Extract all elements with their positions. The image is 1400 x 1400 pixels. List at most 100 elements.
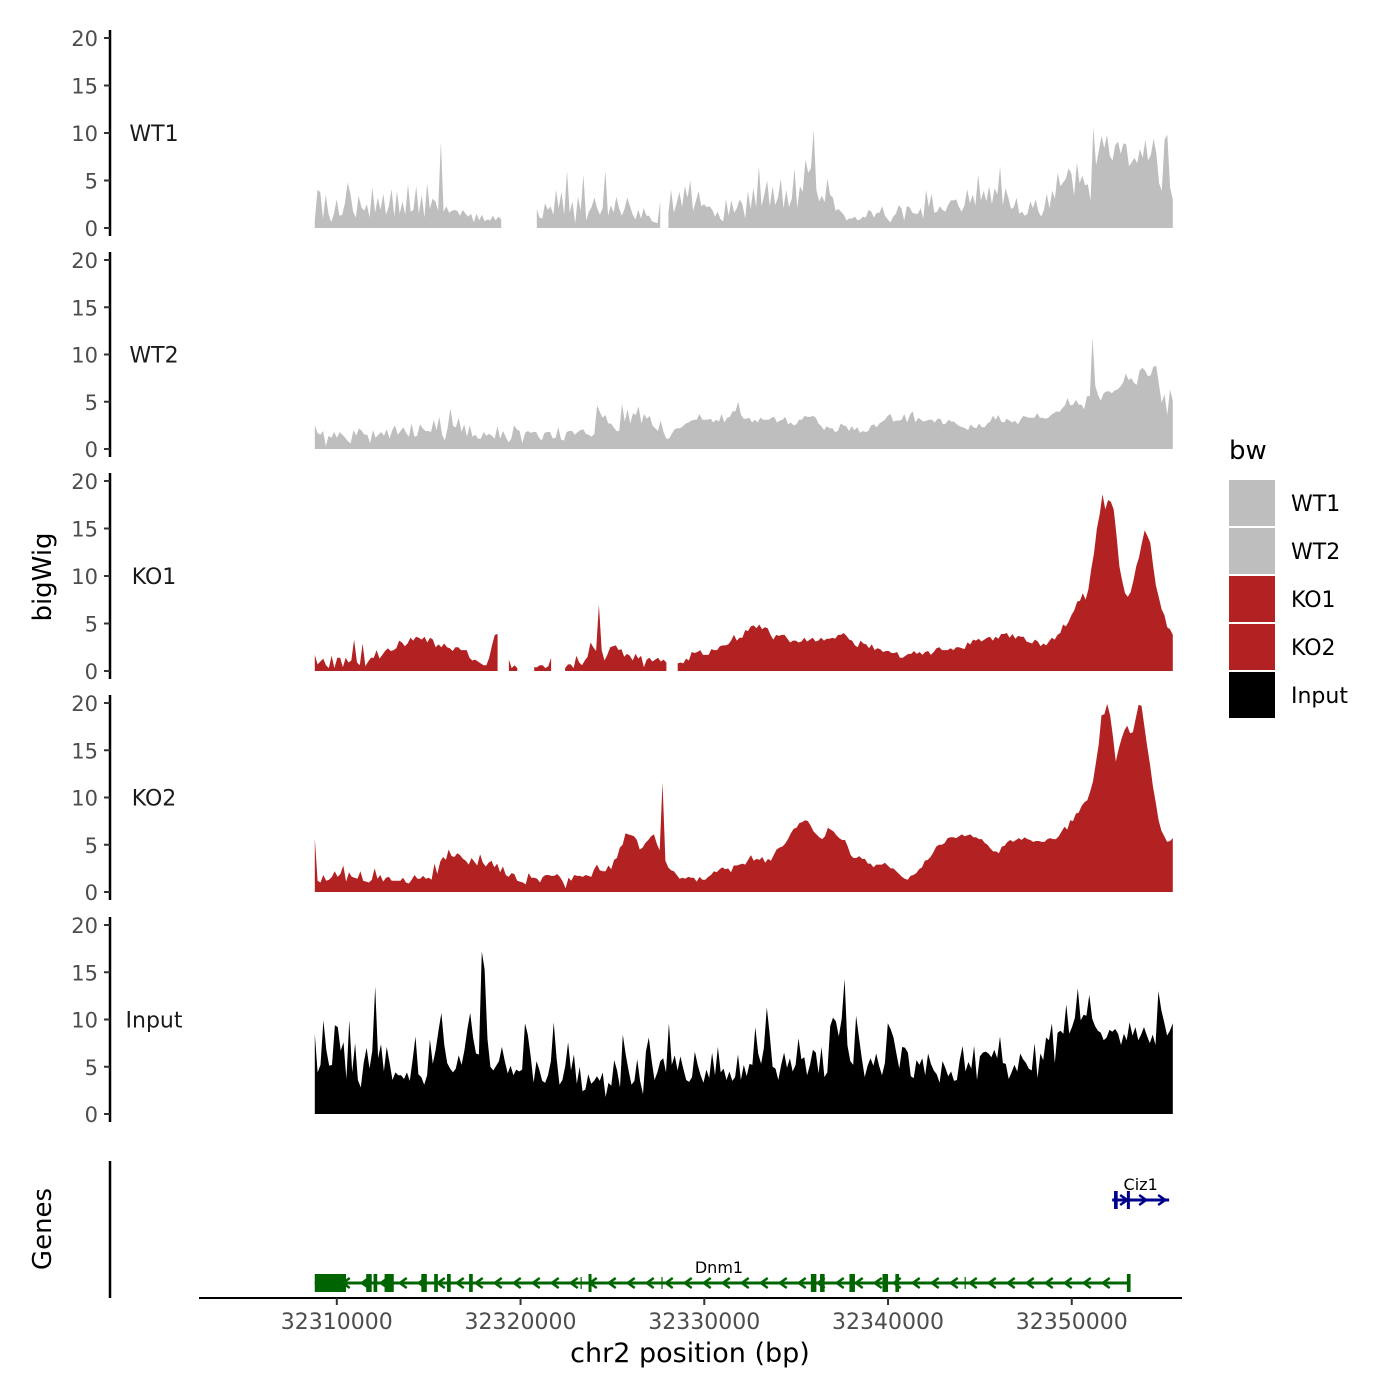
y-tick-label: 10 (71, 1009, 98, 1033)
strand-arrow (1024, 1276, 1035, 1290)
y-tick-label: 5 (85, 613, 98, 637)
track-label: WT2 (129, 344, 178, 369)
y-tick-label: 5 (85, 834, 98, 858)
strand-arrow (473, 1276, 484, 1290)
gene-name-label: Ciz1 (1124, 1175, 1158, 1194)
x-axis-ticks: 32310000 32320000 32330000 32340000 32350000 (281, 1298, 1128, 1335)
y-tick-label: 0 (85, 438, 98, 462)
strand-arrow (568, 1276, 579, 1290)
x-axis-title: chr2 position (bp) (570, 1338, 810, 1369)
legend-item-KO1: KO1 (1229, 576, 1336, 622)
exon (434, 1274, 438, 1292)
strand-arrow (1157, 1193, 1168, 1207)
exon (314, 1274, 346, 1292)
exon (1126, 1274, 1131, 1292)
x-tick-label: 32330000 (648, 1310, 760, 1335)
x-tick-label: 32340000 (832, 1310, 944, 1335)
exon (810, 1274, 817, 1292)
y-tick-label: 15 (71, 961, 98, 985)
exon (1114, 1191, 1118, 1209)
strand-arrow (758, 1276, 769, 1290)
y-tick-label: 10 (71, 565, 98, 589)
track-WT2: 0 5 10 15 20 WT2 (71, 249, 1173, 462)
strand-arrow (777, 1276, 788, 1290)
strand-arrow (625, 1276, 636, 1290)
legend-title: bw (1229, 436, 1267, 466)
exon (421, 1274, 427, 1292)
y-tick-label: 20 (71, 249, 98, 273)
exon (469, 1274, 473, 1292)
exon (849, 1274, 855, 1292)
legend-item-KO2: KO2 (1229, 624, 1336, 670)
legend-label: WT2 (1291, 540, 1340, 565)
legend-swatch (1229, 576, 1275, 622)
legend-swatch (1229, 480, 1275, 526)
signal-area-KO1 (314, 494, 1173, 671)
legend-label: Input (1291, 684, 1348, 709)
genes-panel: Dnm1 Ciz1 32310000 32320000 32330000 3234000… (108, 1161, 1182, 1335)
strand-arrow (1081, 1276, 1092, 1290)
strand-arrow (1005, 1276, 1016, 1290)
y-tick-label: 20 (71, 470, 98, 494)
signal-area-KO2 (314, 703, 1173, 892)
exon (447, 1274, 451, 1292)
x-tick-label: 32350000 (1016, 1310, 1128, 1335)
strand-arrow (1138, 1193, 1149, 1207)
gene-Dnm1: Dnm1 (314, 1258, 1131, 1292)
strand-arrow (663, 1276, 674, 1290)
y-tick-label: 5 (85, 391, 98, 415)
y-tick-label: 0 (85, 1103, 98, 1127)
strand-arrow (682, 1276, 693, 1290)
track-KO2: 0 5 10 15 20 KO2 (71, 692, 1173, 905)
signal-area-WT2 (314, 337, 1173, 449)
legend-label: KO2 (1291, 636, 1336, 661)
y-tick-label: 15 (71, 75, 98, 99)
y-tick-label: 10 (71, 344, 98, 368)
legend-item-WT2: WT2 (1229, 528, 1340, 574)
strand-arrow (720, 1276, 731, 1290)
strand-arrow (701, 1276, 712, 1290)
strand-arrow (910, 1276, 921, 1290)
signal-tracks: 0 5 10 15 20 WT1 0 5 10 15 20 WT2 0 5 10 15 20 KO1 0 5 10 15 2… (71, 27, 1173, 1127)
legend-swatch (1229, 528, 1275, 574)
y-tick-label: 15 (71, 296, 98, 320)
y-tick-label: 5 (85, 170, 98, 194)
y-tick-label: 15 (71, 739, 98, 763)
strand-arrow (853, 1276, 864, 1290)
strand-arrow (1062, 1276, 1073, 1290)
strand-arrow (606, 1276, 617, 1290)
exon (366, 1274, 372, 1292)
legend-label: WT1 (1291, 492, 1340, 517)
exon (820, 1274, 825, 1292)
y-tick-label: 0 (85, 660, 98, 684)
genes-axis-title: Genes (28, 1188, 58, 1270)
y-tick-label: 20 (71, 914, 98, 938)
exon (373, 1274, 378, 1292)
strand-arrow (967, 1276, 978, 1290)
track-Input: 0 5 10 15 20 Input (71, 914, 1173, 1127)
exon (882, 1274, 889, 1292)
strand-arrow (397, 1276, 408, 1290)
gene-name-label: Dnm1 (695, 1258, 743, 1277)
track-label: Input (126, 1009, 183, 1034)
legend: bw WT1 WT2 KO1 KO2 Input (1229, 436, 1348, 718)
strand-arrow (530, 1276, 541, 1290)
strand-arrow (454, 1276, 465, 1290)
strand-arrow (1043, 1276, 1054, 1290)
track-label: KO1 (132, 565, 177, 590)
track-WT1: 0 5 10 15 20 WT1 (71, 27, 1173, 241)
strand-arrow (948, 1276, 959, 1290)
y-tick-label: 20 (71, 27, 98, 51)
y-tick-label: 15 (71, 518, 98, 542)
legend-item-WT1: WT1 (1229, 480, 1340, 526)
strand-arrow (986, 1276, 997, 1290)
signal-area-Input (314, 951, 1173, 1114)
track-label: WT1 (129, 122, 178, 147)
strand-arrow (872, 1276, 883, 1290)
x-tick-label: 32320000 (465, 1310, 577, 1335)
y-tick-label: 10 (71, 787, 98, 811)
y-tick-label: 20 (71, 692, 98, 716)
strand-arrow (511, 1276, 522, 1290)
exon (895, 1274, 900, 1292)
strand-arrow (929, 1276, 940, 1290)
